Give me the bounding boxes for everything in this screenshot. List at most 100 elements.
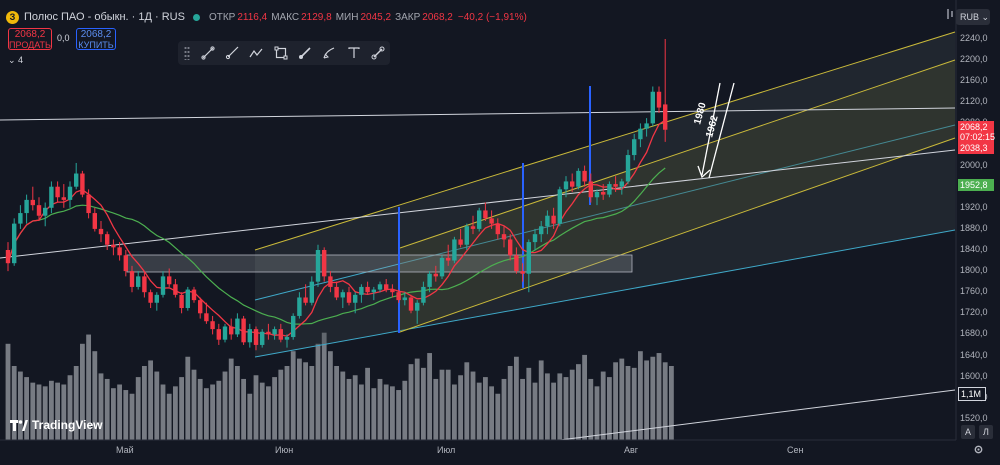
- candle-body: [477, 210, 482, 229]
- volume-bar: [377, 378, 383, 440]
- trendline-icon[interactable]: [196, 41, 220, 65]
- text-icon[interactable]: [341, 41, 365, 65]
- candle-body: [464, 226, 469, 245]
- price-axis-label: 2120,0: [960, 96, 988, 107]
- volume-bar: [328, 351, 333, 440]
- volume-bar: [247, 393, 253, 440]
- pen-icon[interactable]: [317, 41, 341, 65]
- symbol-title[interactable]: Полюс ПАО - обыкн. · 1Д · RUS: [24, 11, 185, 23]
- auto-scale-button[interactable]: A: [961, 425, 975, 439]
- volume-bar: [607, 377, 612, 440]
- volume-bar: [551, 382, 556, 440]
- chart-type-icon[interactable]: [946, 9, 954, 19]
- candle-body: [297, 297, 302, 316]
- volume-bar: [228, 358, 234, 440]
- gear-icon[interactable]: [973, 444, 984, 455]
- xaxis-label-may: Май: [116, 445, 134, 455]
- candle-body: [291, 315, 296, 338]
- price-axis-label: 1840,0: [960, 244, 988, 254]
- candle-body: [563, 181, 569, 190]
- path-icon[interactable]: [244, 41, 268, 65]
- volume-bar: [396, 390, 401, 440]
- candle-body: [446, 257, 451, 261]
- price-axis-label: 1920,0: [960, 201, 988, 212]
- candle-body: [179, 294, 184, 309]
- brush-icon[interactable]: [293, 41, 317, 65]
- candle-body: [117, 247, 122, 256]
- volume-bar: [371, 388, 377, 440]
- volume-bar: [5, 343, 11, 440]
- candle-body: [359, 286, 364, 295]
- buy-button[interactable]: 2068,2 КУПИТЬ: [76, 28, 116, 50]
- volume-bar: [662, 362, 668, 440]
- brand-name: TradingView: [32, 418, 103, 432]
- trendline-2: [0, 149, 956, 259]
- volume-bar: [334, 366, 339, 440]
- candle-body: [439, 257, 445, 277]
- candle-body: [266, 331, 271, 335]
- candle-body: [12, 223, 17, 264]
- candle-body: [229, 326, 234, 335]
- market-status-icon: [192, 13, 200, 21]
- volume-bar: [352, 375, 358, 440]
- volume-bar: [61, 384, 67, 440]
- volume-bar: [576, 364, 581, 440]
- volume-bar: [414, 358, 420, 440]
- volume-bar: [173, 386, 178, 440]
- auto-label: A: [964, 427, 971, 437]
- tradingview-logo[interactable]: TradingView: [10, 418, 102, 432]
- candle-body: [154, 294, 159, 303]
- candle-body: [613, 184, 618, 187]
- price-axis-label: 2160,0: [960, 75, 988, 86]
- volume-bar: [49, 380, 54, 440]
- price-axis-label: 1720,0: [960, 307, 988, 318]
- candle-body: [167, 276, 172, 285]
- volume-bar: [427, 353, 432, 440]
- volume-bar: [67, 375, 73, 440]
- candle-body: [588, 181, 593, 198]
- volume-bar: [656, 353, 662, 440]
- currency-label: RUB: [960, 12, 980, 22]
- trendline-1: [0, 107, 956, 121]
- volume-bar: [532, 382, 538, 440]
- candle-body: [557, 189, 562, 224]
- candle-body: [198, 300, 203, 314]
- volume-bar: [625, 366, 631, 440]
- log-label: Л: [983, 427, 989, 437]
- candle-body: [384, 284, 389, 290]
- ray-icon[interactable]: [220, 41, 244, 65]
- candle-body: [514, 255, 519, 272]
- candle-body: [576, 170, 581, 187]
- volume-bar: [197, 378, 203, 440]
- candle-body: [129, 271, 135, 287]
- volume-bar: [390, 386, 395, 440]
- currency-selector[interactable]: RUB ⌄: [956, 9, 990, 25]
- candle-body: [315, 250, 321, 282]
- symbol-header: З Полюс ПАО - обыкн. · 1Д · RUS ОТКР 2116…: [6, 9, 527, 25]
- candle-body: [663, 104, 668, 130]
- drag-handle-icon[interactable]: [184, 46, 190, 60]
- inner-channel-bottom: [399, 137, 956, 333]
- volume-bar: [142, 366, 147, 440]
- volume-bar: [290, 351, 296, 440]
- candle-body: [594, 191, 600, 198]
- volume-bar: [619, 358, 625, 440]
- volume-bar: [129, 393, 135, 440]
- tools-icon[interactable]: [366, 41, 390, 65]
- volume-bar: [644, 360, 649, 440]
- sell-button[interactable]: 2068,2 ПРОДАТЬ: [8, 28, 52, 50]
- candle-body: [427, 273, 432, 287]
- ma-slow-tag: 1952,8: [958, 179, 994, 191]
- candle-body: [656, 91, 662, 108]
- volume-bar: [631, 367, 637, 440]
- low-key: МИН: [335, 11, 359, 23]
- indicators-toggle[interactable]: ⌄ 4: [8, 55, 23, 66]
- candle-body: [136, 276, 141, 287]
- volume-bar: [650, 356, 656, 440]
- rectangle-icon[interactable]: [269, 41, 293, 65]
- candle-body: [55, 186, 60, 198]
- log-scale-button[interactable]: Л: [979, 425, 993, 439]
- candle-body: [346, 292, 352, 303]
- candle-body: [253, 329, 259, 345]
